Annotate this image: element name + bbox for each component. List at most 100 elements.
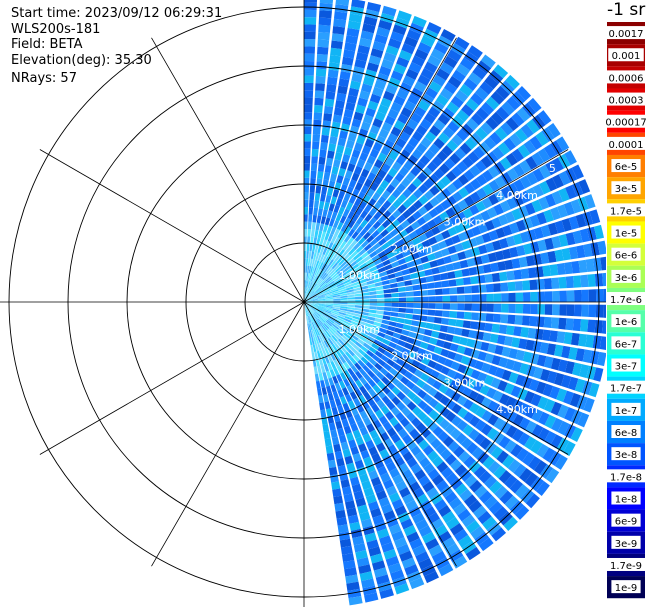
ray <box>304 86 532 302</box>
range-gate <box>452 261 462 270</box>
range-gate <box>312 329 317 337</box>
ray <box>304 179 591 302</box>
range-gate <box>417 99 431 112</box>
range-gate <box>582 211 594 226</box>
range-gate <box>304 119 312 127</box>
range-gate <box>516 86 532 101</box>
range-gate <box>307 229 311 237</box>
range-gate <box>317 365 322 374</box>
range-gate <box>542 383 554 397</box>
range-gate <box>439 211 450 222</box>
range-gate <box>564 360 575 375</box>
range-gate <box>306 308 310 316</box>
range-gate <box>317 294 325 298</box>
range-gate <box>395 322 404 329</box>
range-gate <box>390 312 399 317</box>
range-gate <box>537 304 546 315</box>
colorbar-tick-label: 1.7e-9 <box>610 561 642 572</box>
range-gate <box>400 376 410 386</box>
range-gate <box>474 485 488 499</box>
range-gate <box>488 193 499 206</box>
range-gate <box>504 474 518 489</box>
range-gate <box>321 324 327 332</box>
range-gate <box>412 406 422 417</box>
range-gate <box>318 302 326 305</box>
colorbar-tick-label: 3e-8 <box>615 450 638 461</box>
range-gate <box>468 329 477 339</box>
ray <box>304 302 481 561</box>
range-gate <box>493 203 504 216</box>
range-gate <box>463 78 478 92</box>
range-gate <box>335 509 346 519</box>
range-gate <box>505 152 518 166</box>
range-gate <box>478 244 488 255</box>
range-gate <box>369 250 378 258</box>
range-gate <box>427 106 441 119</box>
range-gate <box>484 75 499 90</box>
range-gate <box>509 222 520 234</box>
range-gate <box>506 167 519 181</box>
range-gate <box>362 433 372 443</box>
range-gate <box>329 336 336 344</box>
range-gate <box>414 81 427 93</box>
colorbar-label-bg <box>611 425 641 439</box>
range-gate <box>357 259 366 266</box>
range-gate <box>550 434 563 449</box>
range-gate <box>308 290 314 297</box>
range-gate <box>317 261 322 269</box>
range-gate <box>309 243 313 252</box>
range-gate <box>336 92 347 102</box>
range-gate <box>524 390 535 404</box>
range-gate <box>321 341 327 349</box>
range-gate <box>380 354 390 363</box>
range-gate <box>330 314 338 319</box>
range-gate <box>587 319 596 333</box>
range-gate <box>340 251 348 259</box>
range-gate <box>463 494 478 508</box>
range-gate <box>307 307 313 315</box>
range-gate <box>304 287 306 295</box>
range-gate <box>381 385 391 395</box>
range-gate <box>342 153 351 163</box>
range-gate <box>322 273 329 281</box>
range-gate <box>306 288 311 296</box>
range-gate <box>374 350 383 359</box>
range-gate <box>434 203 445 214</box>
range-gate <box>511 428 524 442</box>
range-gate <box>312 134 321 143</box>
range-gate <box>375 335 384 342</box>
range-gate <box>420 372 430 382</box>
range-gate <box>377 331 386 338</box>
range-gate <box>317 295 326 299</box>
range-gate <box>373 201 382 211</box>
range-gate <box>536 212 547 225</box>
range-gate <box>503 516 518 531</box>
range-gate <box>347 163 356 173</box>
range-gate <box>513 179 525 192</box>
range-gate <box>434 499 448 512</box>
range-gate <box>501 248 512 260</box>
range-gate <box>434 281 443 289</box>
range-gate <box>525 255 535 267</box>
range-gate <box>320 263 326 271</box>
range-gate <box>398 49 413 62</box>
range-gate <box>387 38 402 49</box>
colorbar-tick-label: 1.7e-6 <box>610 295 642 306</box>
range-gate <box>304 177 310 186</box>
range-gate <box>431 243 441 252</box>
range-gate <box>449 303 458 311</box>
range-gate <box>376 442 386 453</box>
colorbar-label-bg <box>611 358 641 372</box>
range-gate <box>339 71 351 81</box>
range-gate <box>366 279 375 285</box>
range-gate <box>526 171 538 186</box>
range-gate <box>369 302 378 306</box>
range-gate <box>498 511 513 526</box>
range-gate <box>333 443 342 453</box>
range-gate <box>398 366 408 376</box>
range-gate <box>304 155 311 164</box>
range-gate <box>319 350 325 358</box>
range-gate <box>463 195 475 207</box>
range-gate <box>346 309 355 313</box>
range-gate <box>332 305 341 308</box>
